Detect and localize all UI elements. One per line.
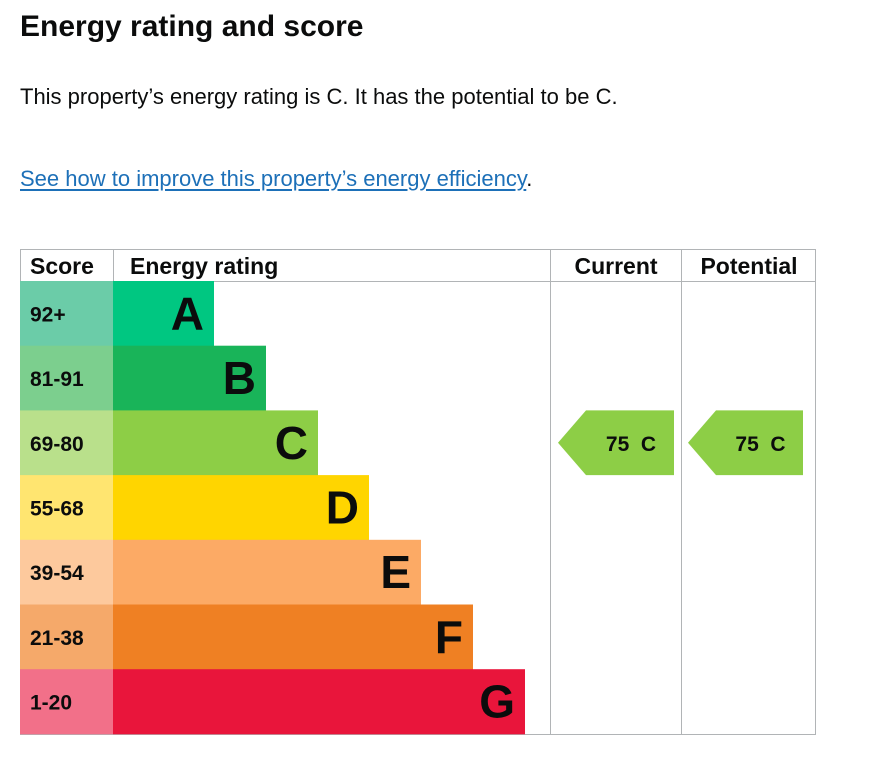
- band-letter-d: D: [326, 481, 359, 533]
- improve-link-line: See how to improve this property’s energ…: [20, 164, 532, 194]
- header-score: Score: [30, 253, 94, 279]
- band-letter-g: G: [479, 676, 515, 728]
- band-bar-d: [113, 475, 369, 541]
- improve-efficiency-link[interactable]: See how to improve this property’s energ…: [20, 166, 527, 191]
- potential-rating-arrow: [688, 410, 803, 476]
- header-potential: Potential: [700, 253, 797, 279]
- score-cell-e: [20, 539, 113, 605]
- score-cell-a: [20, 281, 113, 347]
- band-letter-a: A: [171, 287, 204, 339]
- score-label-e: 39-54: [30, 562, 84, 585]
- band-letter-b: B: [223, 352, 256, 404]
- score-label-a: 92+: [30, 303, 66, 326]
- score-label-g: 1-20: [30, 692, 72, 715]
- score-label-f: 21-38: [30, 627, 84, 650]
- score-cell-f: [20, 604, 113, 670]
- rating-summary: This property’s energy rating is C. It h…: [20, 84, 618, 109]
- band-bar-b: [113, 345, 266, 411]
- score-label-b: 81-91: [30, 368, 84, 391]
- band-bar-c: [113, 410, 318, 476]
- score-cell-g: [20, 669, 113, 735]
- band-bar-f: [113, 604, 473, 670]
- header-energy-rating: Energy rating: [130, 253, 278, 279]
- current-rating-arrow: [558, 410, 674, 476]
- band-letter-e: E: [380, 546, 411, 598]
- score-label-c: 69-80: [30, 433, 84, 456]
- score-cell-b: [20, 345, 113, 411]
- band-bar-g: [113, 669, 525, 735]
- band-bar-e: [113, 539, 421, 605]
- rating-arrows: 75 C 75 C: [558, 410, 803, 476]
- link-suffix: .: [526, 166, 533, 191]
- band-letter-c: C: [275, 417, 308, 469]
- band-bar-a: [113, 281, 214, 347]
- header-current: Current: [574, 253, 657, 279]
- score-label-d: 55-68: [30, 497, 84, 520]
- score-cell-d: [20, 475, 113, 541]
- rating-bands: 92+ A 81-91 B 69-80 C 55-68 D 39-54 E 21-38 F 1-20 G: [20, 281, 525, 735]
- band-letter-f: F: [435, 611, 463, 663]
- page-title: Energy rating and score: [20, 10, 364, 43]
- current-rating-label: 75 C: [606, 433, 656, 456]
- potential-rating-label: 75 C: [735, 433, 785, 456]
- score-cell-c: [20, 410, 113, 476]
